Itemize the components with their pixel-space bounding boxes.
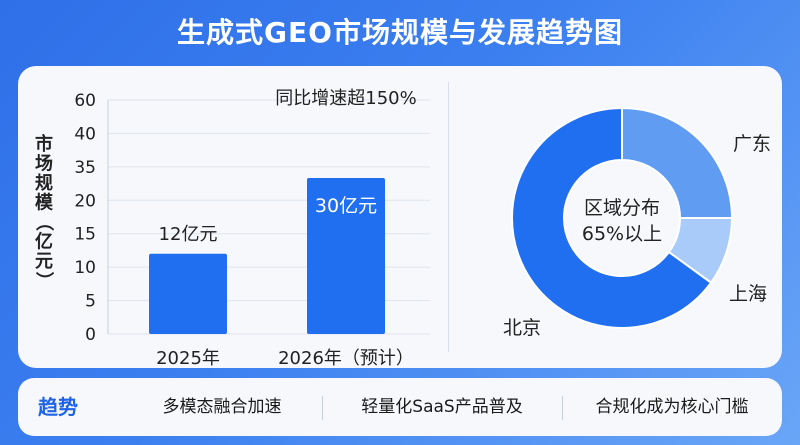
- data-label: 30亿元: [315, 195, 377, 217]
- y-tick-label: 10: [74, 258, 96, 278]
- trends-label: 趋势: [38, 395, 78, 419]
- slice-label: 广东: [733, 133, 771, 155]
- slice-label: 上海: [729, 283, 767, 305]
- trend-item-1: 多模态融合加速: [162, 397, 282, 417]
- y-axis-label-char: 场: [35, 154, 53, 175]
- y-tick-label: 0: [85, 325, 96, 345]
- trend-separator: [562, 396, 563, 420]
- donut-slice: [511, 106, 713, 329]
- y-axis-label-char: 元: [35, 251, 53, 272]
- trend-item-2: 轻量化SaaS产品普及: [361, 397, 523, 417]
- bar: [149, 253, 227, 334]
- donut-slice: [621, 106, 734, 219]
- panel-divider: [448, 82, 449, 352]
- trend-item-3: 合规化成为核心门槛: [595, 397, 749, 417]
- y-tick-label: 35: [74, 158, 96, 178]
- y-tick-label: 40: [74, 124, 96, 144]
- slice-label: 北京: [503, 317, 541, 339]
- bar-chart: 0 5 10 15 20 35 40 60 市场规模（亿元） 2025年 2026年（预计） 12亿元…: [33, 88, 430, 369]
- y-axis-label-char: 模: [35, 192, 54, 214]
- donut-center-label: 区域分布: [584, 197, 660, 219]
- y-tick-label: 60: [74, 91, 96, 111]
- y-tick-label: 20: [74, 191, 96, 211]
- x-tick-label: 2025年: [156, 348, 220, 369]
- y-axis-label-char: 亿: [35, 231, 53, 253]
- y-axis-label-char: ）: [33, 272, 54, 290]
- y-axis-label-char: （: [33, 213, 54, 231]
- y-tick-label: 15: [74, 225, 96, 245]
- y-axis-label-char: 规: [35, 173, 53, 194]
- bar: [307, 178, 385, 334]
- page-title: 生成式GEO市场规模与发展趋势图: [177, 16, 623, 49]
- growth-annotation: 同比增速超150%: [275, 88, 416, 109]
- data-label: 12亿元: [159, 224, 218, 245]
- x-tick-label: 2026年（预计）: [278, 348, 414, 369]
- trend-separator: [322, 396, 323, 420]
- donut-center-value: 65%以上: [582, 223, 662, 245]
- trends-bar: 趋势 多模态融合加速 轻量化SaaS产品普及 合规化成为核心门槛: [18, 378, 782, 436]
- y-axis-label-char: 市: [35, 133, 53, 155]
- y-tick-label: 5: [85, 292, 96, 312]
